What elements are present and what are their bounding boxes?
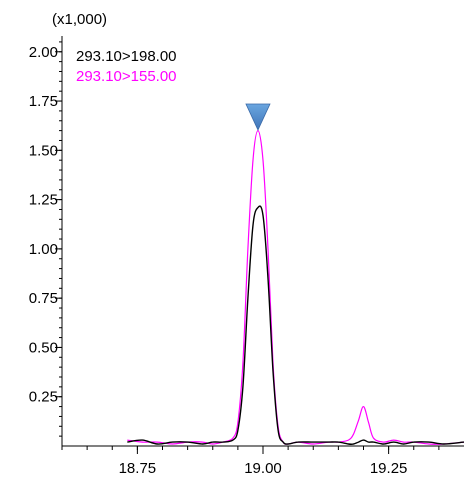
y-tick-label: 1.00: [29, 241, 58, 258]
axes: 0.25 0.50 0.75 1.00 1.25 1.50 1.75 2.00 18.75 19.…: [29, 36, 464, 477]
y-tick-label: 0.75: [29, 290, 58, 307]
peak-marker-layer: [245, 103, 271, 131]
x-tick-label: 18.75: [119, 460, 157, 477]
series-line-2: [127, 129, 464, 445]
y-tick-label: 0.50: [29, 339, 58, 356]
legend-entry-1: 293.10>198.00: [76, 48, 177, 65]
series-line-1: [127, 205, 464, 445]
y-scale-label: (x1,000): [52, 11, 107, 28]
legend-entry-2: 293.10>155.00: [76, 68, 177, 85]
y-tick-label: 2.00: [29, 44, 58, 61]
y-tick-label: 0.25: [29, 389, 58, 406]
y-tick-label: 1.50: [29, 142, 58, 159]
y-tick-label: 1.25: [29, 192, 58, 209]
peak-marker-icon: [245, 103, 271, 131]
y-tick-label: 1.75: [29, 93, 58, 110]
legend: 293.10>198.00 293.10>155.00: [76, 48, 177, 85]
x-tick-label: 19.25: [370, 460, 408, 477]
series-layer: [127, 129, 464, 445]
x-tick-label: 19.00: [244, 460, 282, 477]
